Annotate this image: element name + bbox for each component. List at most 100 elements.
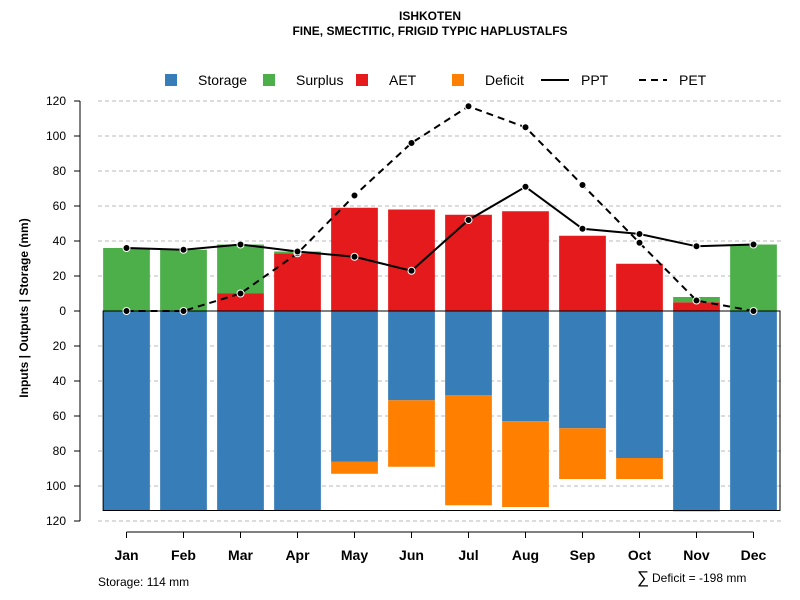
aet-bar — [217, 293, 264, 311]
y-tick-label: 20 — [53, 269, 67, 283]
y-tick-label: 80 — [53, 444, 67, 458]
legend-swatch-storage — [165, 74, 177, 86]
storage-bar — [559, 311, 606, 429]
pet-point — [692, 296, 701, 305]
x-tick-label-feb: Feb — [171, 547, 196, 563]
ppt-point — [179, 245, 188, 254]
x-tick-label-dec: Dec — [741, 547, 767, 563]
storage-bar — [388, 311, 435, 401]
aet-bar — [616, 263, 663, 311]
deficit-summary: Deficit = -198 mm — [652, 571, 746, 585]
x-tick-label-apr: Apr — [285, 547, 310, 563]
x-tick-label-jun: Jun — [399, 547, 424, 563]
deficit-bar — [502, 421, 549, 507]
bars — [102, 207, 781, 512]
aet-bar — [502, 211, 549, 311]
axes: 120 100 80 60 40 20 0 20 40 60 80 100 120 Jan Feb Mar Ap… — [46, 94, 767, 563]
y-tick-label: 100 — [46, 129, 66, 143]
deficit-bar — [559, 428, 606, 479]
aet-bar — [274, 253, 321, 311]
storage-bar — [331, 311, 378, 462]
y-tick-label: 40 — [53, 234, 67, 248]
y-tick-label: 80 — [53, 164, 67, 178]
storage-bar — [160, 311, 207, 511]
deficit-bar — [331, 461, 378, 474]
legend-label-deficit: Deficit — [485, 72, 524, 88]
aet-bar — [388, 209, 435, 311]
aet-bar — [559, 235, 606, 311]
legend-label-aet: AET — [389, 72, 417, 88]
x-tick-label-jan: Jan — [114, 547, 138, 563]
storage-summary: Storage: 114 mm — [98, 575, 189, 589]
y-tick-label: 60 — [53, 199, 67, 213]
ppt-line — [126, 185, 754, 272]
legend-label-surplus: Surplus — [296, 72, 343, 88]
legend-label-pet: PET — [679, 72, 707, 88]
x-tick-label-jul: Jul — [458, 547, 478, 563]
ppt-point — [635, 230, 644, 238]
aet-bar — [445, 214, 492, 311]
x-tick-label-oct: Oct — [628, 547, 652, 563]
storage-bar — [673, 311, 720, 511]
ppt-point — [578, 224, 587, 233]
deficit-bar — [445, 395, 492, 506]
legend-swatch-deficit — [452, 74, 464, 86]
legend-label-storage: Storage — [198, 72, 247, 88]
deficit-sum-symbol: ∑ — [637, 568, 649, 587]
pet-point — [578, 181, 587, 189]
lines — [122, 102, 758, 315]
storage-bar — [274, 311, 321, 511]
deficit-bar — [388, 400, 435, 467]
y-tick-label: 60 — [53, 409, 67, 423]
ppt-point — [749, 240, 758, 249]
storage-bar — [730, 311, 777, 511]
x-tick-label-mar: Mar — [228, 547, 253, 563]
y-tick-label: 0 — [59, 304, 66, 318]
storage-bar — [217, 311, 264, 511]
ppt-point — [293, 247, 302, 256]
chart-subtitle: FINE, SMECTITIC, FRIGID TYPIC HAPLUSTALF… — [292, 24, 567, 38]
deficit-bar — [616, 458, 663, 479]
pet-point — [635, 238, 644, 247]
ppt-point — [236, 240, 245, 249]
surplus-bar — [217, 244, 264, 294]
pet-point — [749, 307, 758, 315]
x-tick-label-nov: Nov — [683, 547, 710, 563]
pet-point — [122, 307, 131, 315]
pet-point — [179, 307, 188, 315]
x-tick-label-sep: Sep — [570, 547, 596, 563]
storage-bar — [502, 311, 549, 422]
chart-title: ISHKOTEN — [399, 9, 461, 23]
legend-swatch-aet — [356, 74, 368, 86]
pet-point — [407, 139, 416, 147]
pet-point — [236, 289, 245, 298]
pet-point — [350, 191, 359, 200]
pet-point — [464, 102, 473, 111]
ppt-point — [692, 242, 701, 251]
surplus-bar — [103, 248, 150, 311]
ppt-point — [407, 266, 416, 275]
ppt-point — [350, 252, 359, 261]
y-tick-label: 40 — [53, 374, 67, 388]
x-tick-label-may: May — [341, 547, 368, 563]
y-tick-label: 20 — [53, 339, 67, 353]
pet-line — [126, 105, 754, 312]
legend-swatch-surplus — [263, 74, 275, 86]
ppt-point — [521, 182, 530, 191]
storage-bar — [616, 311, 663, 458]
legend-label-ppt: PPT — [581, 72, 609, 88]
y-axis-title: Inputs | Outputs | Storage (mm) — [17, 218, 31, 397]
pet-point — [521, 123, 530, 132]
surplus-bar — [730, 244, 777, 311]
storage-bar — [103, 311, 150, 511]
ppt-point — [464, 216, 473, 224]
x-tick-label-aug: Aug — [512, 547, 539, 563]
storage-bar — [445, 311, 492, 395]
y-tick-label: 120 — [46, 514, 66, 528]
aet-bar — [673, 302, 720, 311]
surplus-bar — [160, 249, 207, 311]
y-tick-label: 120 — [46, 94, 66, 108]
y-tick-label: 100 — [46, 479, 66, 493]
